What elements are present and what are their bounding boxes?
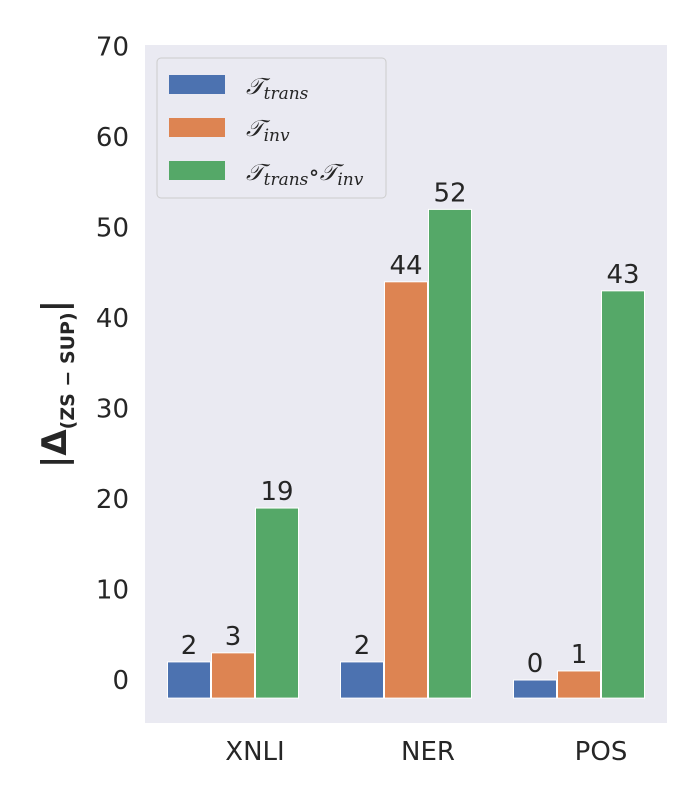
- y-tick-label: 0: [112, 666, 129, 696]
- legend-swatch-trans-inv: [169, 161, 225, 180]
- bar-ner-series-0: [340, 661, 384, 699]
- y-tick-label: 30: [96, 395, 129, 425]
- data-label: 44: [389, 251, 422, 281]
- data-label: 2: [181, 631, 198, 661]
- data-label: 2: [354, 631, 371, 661]
- legend-label-trans-inv-sub: trans: [264, 170, 309, 190]
- y-axis-label-sub: (ZS − SUP): [57, 312, 79, 429]
- data-label: 3: [225, 622, 242, 652]
- bar-ner-series-1: [384, 281, 428, 699]
- y-axis-label: |Δ(ZS − SUP)|: [35, 300, 79, 468]
- bars: [167, 208, 645, 699]
- data-label: 52: [433, 178, 466, 208]
- bar-pos-series-2: [601, 290, 645, 699]
- y-tick-label: 10: [96, 576, 129, 606]
- legend-label-inv-sub: inv: [264, 126, 290, 146]
- legend-swatch-trans: [169, 75, 225, 94]
- bar-xnli-series-0: [167, 661, 211, 699]
- y-tick-label: 20: [96, 485, 129, 515]
- data-label: 0: [527, 649, 544, 679]
- x-tick-label: NER: [401, 737, 455, 767]
- y-axis-label-main: |Δ: [35, 429, 75, 468]
- legend-label-trans-inv: 𝒯trans∘𝒯inv: [246, 160, 364, 190]
- data-label: 19: [260, 477, 293, 507]
- data-label: 1: [571, 640, 588, 670]
- x-axis-ticks: XNLI NER POS: [225, 737, 627, 767]
- legend-swatch-inv: [169, 118, 225, 137]
- bar-pos-series-1: [557, 670, 601, 699]
- bar-pos-series-0: [513, 679, 557, 699]
- legend-label-inv: 𝒯inv: [246, 116, 290, 146]
- y-tick-label: 50: [96, 214, 129, 244]
- y-axis-label-end: |: [35, 300, 75, 312]
- data-label: 43: [606, 260, 639, 290]
- y-axis-ticks: 0 10 20 30 40 50 60 70: [96, 33, 129, 697]
- y-tick-label: 60: [96, 123, 129, 153]
- bar-xnli-series-2: [255, 507, 299, 699]
- x-tick-label: XNLI: [225, 737, 284, 767]
- legend: 𝒯trans 𝒯inv 𝒯trans∘𝒯inv: [156, 57, 387, 199]
- y-tick-label: 70: [96, 33, 129, 63]
- data-labels: 2 2 0 3 44 1 19 52 43: [181, 178, 640, 679]
- legend-label-trans-inv-mid: ∘: [308, 160, 319, 186]
- bar-xnli-series-1: [211, 652, 255, 699]
- legend-label-trans-inv-sub2: inv: [337, 170, 363, 190]
- bar-ner-series-2: [428, 208, 472, 699]
- x-tick-label: POS: [575, 737, 628, 767]
- y-tick-label: 40: [96, 304, 129, 334]
- legend-label-trans-sub: trans: [264, 84, 309, 104]
